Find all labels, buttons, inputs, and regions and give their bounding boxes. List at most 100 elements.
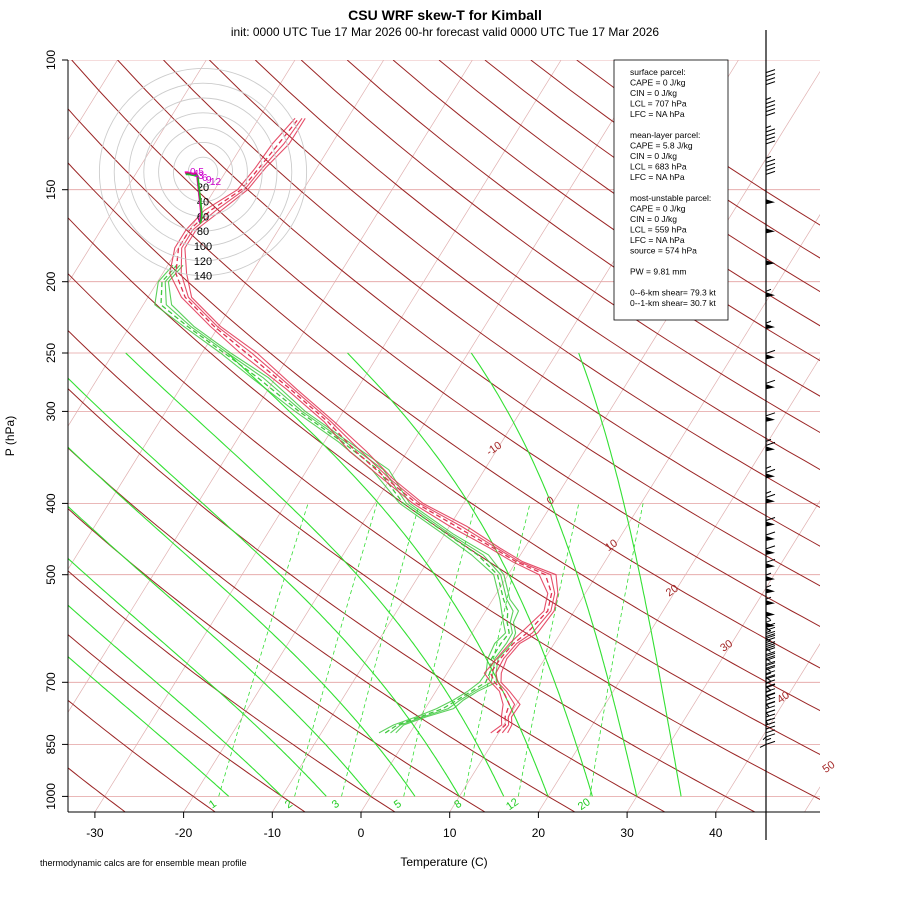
- x-tick-label: 40: [709, 826, 723, 840]
- wind-barb-flag: [765, 349, 776, 354]
- wind-barb: [765, 630, 776, 653]
- wind-barb-flag: [765, 170, 776, 175]
- wind-barb: [765, 584, 775, 594]
- wind-barb-shaft: [765, 648, 771, 653]
- dry-adiabat: [68, 108, 820, 669]
- wind-barb: [765, 69, 776, 86]
- wind-barb-pennant: [766, 292, 775, 298]
- p-tick-label: 700: [44, 672, 58, 692]
- dry-adiabat: [68, 508, 486, 812]
- wind-barb-half: [765, 572, 772, 576]
- wind-barb-flag: [765, 158, 776, 163]
- hodograph-height-label: 3: [198, 171, 204, 182]
- moist-adiabat: [68, 446, 416, 797]
- mixing-ratio-label: 2: [283, 798, 295, 811]
- dry-adiabat: [117, 60, 820, 587]
- moist-adiabat: [227, 352, 549, 797]
- wind-barb-pennant: [766, 563, 775, 569]
- wind-barb-flag: [765, 100, 776, 105]
- wind-barb-flag: [765, 112, 776, 117]
- info-box-line: CAPE = 0 J/kg: [630, 204, 686, 214]
- dry-adiabat: [68, 272, 820, 800]
- mixing-ratio-line: [589, 503, 644, 797]
- plot-area: [68, 60, 820, 812]
- wind-barb-flag: [765, 664, 776, 669]
- info-box-line: LFC = NA hPa: [630, 109, 685, 119]
- wind-barb-flag: [765, 69, 776, 74]
- hodograph-ring: [143, 112, 263, 232]
- p-tick-label: 1000: [44, 783, 58, 810]
- wind-barb-flag: [765, 162, 776, 167]
- wind-barb-flag: [765, 709, 776, 714]
- isotherm-line: [94, 60, 562, 812]
- dewpoint-line-mean: [160, 264, 510, 734]
- isotherm-label: 10: [603, 537, 620, 554]
- isotherm-label: 40: [775, 689, 792, 706]
- wind-barb: [765, 681, 776, 700]
- wind-barb: [762, 729, 776, 741]
- dry-adiabat: [68, 447, 576, 812]
- wind-barb-flag: [765, 468, 776, 473]
- hodograph-height-label: 9: [206, 175, 212, 186]
- wind-barb-shaft: [765, 627, 771, 632]
- wind-barb: [765, 572, 775, 582]
- hodograph-ring: [98, 67, 308, 277]
- info-box-line: CAPE = 0 J/kg: [630, 78, 686, 88]
- dry-adiabats: [68, 60, 820, 812]
- hodograph-height-label: 0.5: [190, 167, 204, 178]
- wind-barb: [765, 349, 776, 360]
- hodograph-ring-label: 80: [197, 226, 209, 238]
- wind-barb-flag: [765, 645, 776, 650]
- wind-barb: [765, 622, 775, 632]
- info-box-line: 0--1-km shear= 30.7 kt: [630, 298, 716, 308]
- wind-barb: [765, 379, 776, 390]
- wind-barb-pennant: [766, 416, 775, 422]
- p-tick-label: 400: [44, 493, 58, 513]
- wind-barb: [765, 490, 776, 504]
- wind-barb-flag: [765, 670, 776, 675]
- isotherm-line: [183, 60, 651, 812]
- isotherm-label: 0: [545, 494, 557, 507]
- dry-adiabat: [68, 634, 306, 812]
- mixing-ratio-label: 5: [392, 798, 404, 811]
- wind-barb-pennant: [766, 354, 775, 360]
- isotherm-label: 50: [821, 759, 838, 776]
- wind-barb-flag: [765, 713, 776, 718]
- wind-barb: [765, 155, 776, 175]
- info-box-line: LCL = 683 hPa: [630, 162, 687, 172]
- wind-barb-flag: [765, 108, 776, 113]
- hodograph-ring: [128, 97, 278, 247]
- wind-barb-flag: [765, 73, 776, 78]
- wind-barb-shaft: [765, 686, 771, 691]
- wind-barb-flag: [765, 696, 776, 701]
- info-box-line: 0--6-km shear= 79.3 kt: [630, 288, 716, 298]
- hodograph-ring: [113, 82, 293, 262]
- wind-barb-half: [765, 97, 772, 101]
- y-axis-label: P (hPa): [3, 416, 17, 456]
- dry-adiabat: [68, 162, 820, 712]
- mixing-ratio-label: 12: [504, 796, 521, 813]
- info-box-line: LFC = NA hPa: [630, 235, 685, 245]
- wind-barb-shaft: [765, 712, 770, 717]
- wind-barb-pennant: [766, 622, 775, 628]
- isotherm-line: [68, 60, 296, 427]
- mixing-ratio-label: 1: [207, 798, 219, 811]
- hodograph-height-label: 12: [210, 177, 222, 188]
- x-tick-label: -30: [86, 826, 104, 840]
- p-tick-label: 250: [44, 343, 58, 363]
- wind-barb-flag: [765, 733, 776, 738]
- wind-barb-pennant: [766, 576, 775, 582]
- wind-barb-pennant: [766, 199, 775, 205]
- moist-adiabat: [68, 655, 230, 797]
- wind-barb-half: [765, 125, 772, 129]
- x-tick-label: 30: [620, 826, 634, 840]
- x-tick-label: 20: [532, 826, 546, 840]
- dry-adiabat: [346, 60, 820, 397]
- wind-barb-flag: [765, 493, 776, 498]
- dry-adiabat: [254, 60, 820, 471]
- wind-barb: [766, 260, 775, 266]
- wind-barb-pennant: [766, 536, 775, 541]
- wind-barb-shaft: [759, 743, 767, 748]
- x-tick-label: -20: [175, 826, 193, 840]
